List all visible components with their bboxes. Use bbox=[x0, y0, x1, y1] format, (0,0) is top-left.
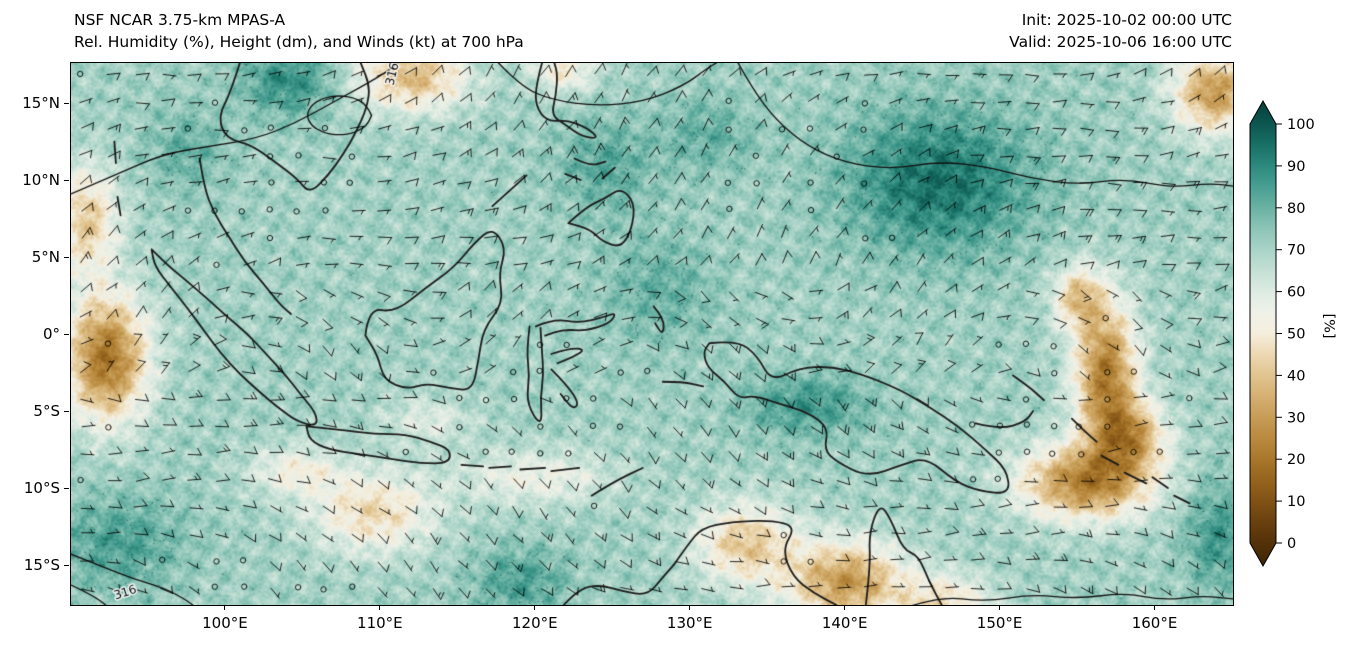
colorbar-tick-label: 90 bbox=[1287, 159, 1305, 175]
init-time: Init: 2025-10-02 00:00 UTC bbox=[1021, 11, 1232, 29]
x-axis-tick-mark bbox=[689, 605, 691, 610]
colorbar-gradient bbox=[1249, 99, 1277, 568]
y-axis-tick-mark bbox=[64, 257, 69, 259]
colorbar: 0 10 20 30 40 50 60 70 80 90 100 bbox=[1249, 99, 1315, 568]
x-axis-tick-label: 120°E bbox=[511, 614, 558, 632]
x-axis-tick-mark bbox=[999, 605, 1001, 610]
x-axis-tick-label: 160°E bbox=[1131, 614, 1178, 632]
y-axis-tick-label: 0° bbox=[42, 324, 60, 343]
y-axis-tick-label: 15°N bbox=[22, 93, 60, 112]
colorbar-tick-label: 40 bbox=[1287, 368, 1305, 384]
colorbar-unit-label: [%] bbox=[1320, 313, 1337, 339]
x-axis-tick-label: 100°E bbox=[202, 614, 248, 632]
colorbar-tick-label: 20 bbox=[1287, 452, 1305, 468]
map-plot-area bbox=[70, 62, 1234, 606]
y-axis-tick-mark bbox=[64, 103, 69, 105]
y-axis-tick-mark bbox=[64, 411, 69, 413]
x-axis-tick-label: 150°E bbox=[976, 614, 1023, 632]
colorbar-tick-label: 30 bbox=[1287, 410, 1305, 426]
y-axis-tick-label: 5°S bbox=[33, 401, 60, 420]
humidity-map-canvas bbox=[71, 63, 1233, 605]
y-axis-tick-mark bbox=[64, 180, 69, 182]
x-axis-tick-label: 140°E bbox=[821, 614, 868, 632]
y-axis-tick-mark bbox=[64, 565, 69, 566]
x-axis-tick-label: 110°E bbox=[357, 614, 403, 632]
colorbar-tick-label: 80 bbox=[1287, 201, 1305, 217]
y-axis-tick-label: 5°N bbox=[31, 247, 60, 266]
y-axis-tick-mark bbox=[64, 488, 69, 490]
chart-title-field: Rel. Humidity (%), Height (dm), and Wind… bbox=[74, 33, 524, 51]
valid-time: Valid: 2025-10-06 16:00 UTC bbox=[1009, 33, 1232, 51]
x-axis-tick-mark bbox=[224, 605, 226, 610]
x-axis-tick-mark bbox=[379, 605, 381, 610]
y-axis-tick-label: 10°S bbox=[23, 478, 60, 497]
colorbar-tick-label: 50 bbox=[1287, 327, 1305, 343]
y-axis-tick-label: 15°S bbox=[23, 555, 60, 574]
x-axis-tick-label: 130°E bbox=[666, 614, 713, 632]
y-axis-tick-label: 10°N bbox=[22, 170, 60, 189]
time-block: Init: 2025-10-02 00:00 UTC Valid: 2025-1… bbox=[1009, 9, 1232, 53]
title-block: NSF NCAR 3.75-km MPAS-A Rel. Humidity (%… bbox=[74, 9, 524, 53]
y-axis-tick-mark bbox=[64, 334, 69, 336]
colorbar-tick-label: 70 bbox=[1287, 243, 1305, 259]
x-axis-tick-mark bbox=[1154, 605, 1156, 610]
colorbar-tick-label: 0 bbox=[1287, 536, 1296, 552]
colorbar-tick-label: 10 bbox=[1287, 494, 1305, 510]
x-axis-tick-mark bbox=[844, 605, 846, 610]
colorbar-tick-label: 60 bbox=[1287, 285, 1305, 301]
chart-title-model: NSF NCAR 3.75-km MPAS-A bbox=[74, 11, 286, 29]
colorbar-tick-label: 100 bbox=[1287, 117, 1315, 133]
x-axis-tick-mark bbox=[534, 605, 536, 610]
